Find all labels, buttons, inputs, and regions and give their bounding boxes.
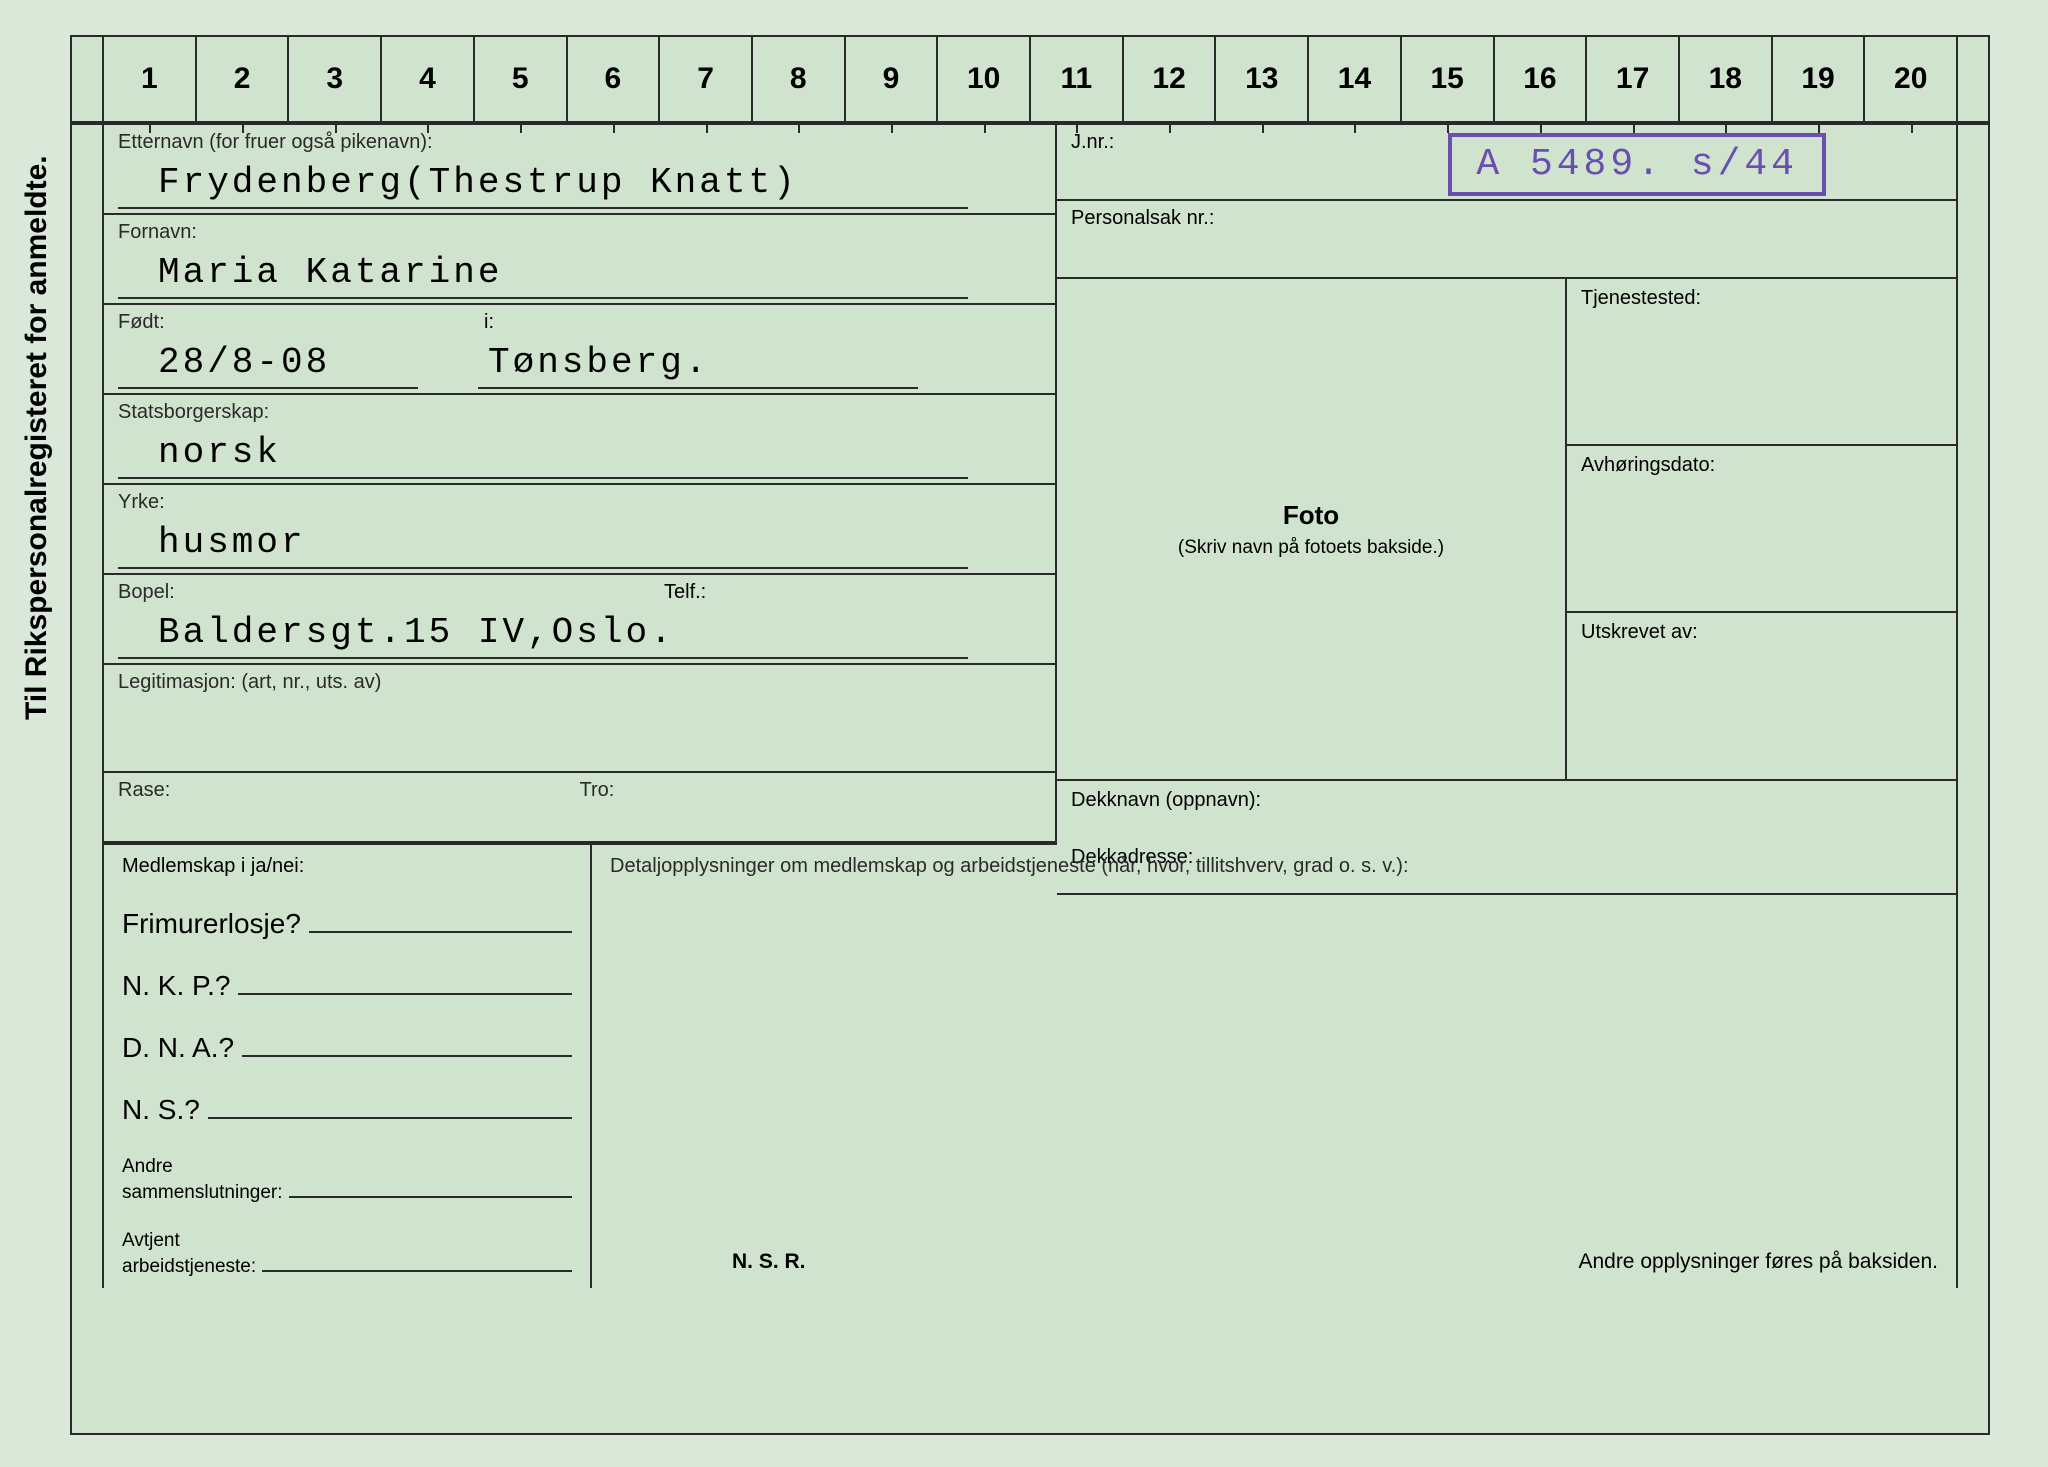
footer-note: Andre opplysninger føres på baksiden. [1578, 1250, 1938, 1274]
field-avhoringsdato: Avhøringsdato: [1567, 446, 1956, 613]
label-statsborgerskap: Statsborgerskap: [118, 401, 1041, 424]
ruler-19: 19 [1773, 37, 1866, 121]
foto-subtitle: (Skriv navn på fotoets bakside.) [1178, 537, 1444, 559]
ruler-11: 11 [1031, 37, 1124, 121]
label-frimurer: Frimurerlosje? [122, 908, 301, 940]
ruler-16: 16 [1495, 37, 1588, 121]
foto-box: Foto (Skriv navn på fotoets bakside.) [1057, 279, 1567, 781]
field-etternavn: Etternavn (for fruer også pikenavn): Fry… [104, 125, 1055, 215]
value-fodt-i: Tønsberg. [478, 334, 918, 389]
details-column: Detaljopplysninger om medlemskap og arbe… [592, 845, 1958, 1288]
foto-title: Foto [1283, 500, 1339, 531]
registration-card: 1 2 3 4 5 6 7 8 9 10 11 12 13 14 15 16 1… [70, 35, 1990, 1435]
label-legitimasjon: Legitimasjon: (art, nr., uts. av) [118, 671, 1041, 694]
right-stack: Tjenestested: Avhøringsdato: Utskrevet a… [1567, 279, 1956, 781]
field-utskrevet: Utskrevet av: [1567, 613, 1956, 781]
ruler-13: 13 [1216, 37, 1309, 121]
field-yrke: Yrke: husmor [104, 485, 1055, 575]
ruler-14: 14 [1309, 37, 1402, 121]
ruler-10: 10 [938, 37, 1031, 121]
ruler-18: 18 [1680, 37, 1773, 121]
ruler-5: 5 [475, 37, 568, 121]
membership-column: Medlemskap i ja/nei: Frimurerlosje? N. K… [102, 845, 592, 1288]
value-bopel: Baldersgt.15 IV,Oslo. [118, 604, 968, 659]
label-tro: Tro: [580, 779, 615, 801]
ruler-3: 3 [289, 37, 382, 121]
label-bopel: Bopel: [118, 581, 1041, 604]
ruler-scale: 1 2 3 4 5 6 7 8 9 10 11 12 13 14 15 16 1… [72, 37, 1988, 125]
ruler-15: 15 [1402, 37, 1495, 121]
label-jnr: J.nr.: [1071, 131, 1114, 153]
ruler-4: 4 [382, 37, 475, 121]
label-medlemskap: Medlemskap i ja/nei: [122, 855, 572, 878]
field-rase-tro: Rase: Tro: [104, 773, 1055, 845]
row-nkp: N. K. P.? [122, 970, 572, 1002]
label-dna: D. N. A.? [122, 1032, 234, 1064]
right-column: J.nr.: A 5489. s/44 Personalsak nr.: Fot… [1057, 125, 1958, 845]
stamp-jnr: A 5489. s/44 [1448, 133, 1826, 196]
field-personalsak: Personalsak nr.: [1057, 201, 1956, 279]
ruler-1: 1 [102, 37, 197, 121]
field-dekknavn: Dekknavn (oppnavn): [1057, 781, 1956, 837]
label-fornavn: Fornavn: [118, 221, 1041, 244]
label-yrke: Yrke: [118, 491, 1041, 514]
side-title: Til Rikspersonalregisteret for anmeldte. [20, 155, 54, 720]
ruler-20: 20 [1865, 37, 1958, 121]
ruler-2: 2 [197, 37, 290, 121]
label-fodt: Født: [118, 311, 1041, 334]
label-i: i: [484, 311, 494, 334]
label-personalsak: Personalsak nr.: [1071, 207, 1214, 229]
field-legitimasjon: Legitimasjon: (art, nr., uts. av) [104, 665, 1055, 773]
row-frimurer: Frimurerlosje? [122, 908, 572, 940]
value-statsborgerskap: norsk [118, 424, 968, 479]
field-tjenestested: Tjenestested: [1567, 279, 1956, 446]
field-bopel: Bopel: Telf.: Baldersgt.15 IV,Oslo. [104, 575, 1055, 665]
label-sammenslutninger: sammenslutninger: [122, 1182, 283, 1204]
value-yrke: husmor [118, 514, 968, 569]
left-column: Etternavn (for fruer også pikenavn): Fry… [102, 125, 1057, 845]
label-arbeidstjeneste: arbeidstjeneste: [122, 1256, 256, 1278]
label-telf: Telf.: [664, 581, 706, 604]
ruler-9: 9 [846, 37, 939, 121]
value-fornavn: Maria Katarine [118, 244, 968, 299]
field-fornavn: Fornavn: Maria Katarine [104, 215, 1055, 305]
field-fodt: Født: i: 28/8-08 Tønsberg. [104, 305, 1055, 395]
main-grid: Etternavn (for fruer også pikenavn): Fry… [72, 125, 1988, 845]
label-avtjent: Avtjent [122, 1230, 572, 1252]
field-jnr: J.nr.: A 5489. s/44 [1057, 125, 1956, 201]
bottom-grid: Medlemskap i ja/nei: Frimurerlosje? N. K… [72, 845, 1988, 1288]
ruler-12: 12 [1124, 37, 1217, 121]
ruler-7: 7 [660, 37, 753, 121]
label-rase: Rase: [118, 779, 170, 801]
label-detalj: Detaljopplysninger om medlemskap og arbe… [610, 855, 1938, 878]
label-nkp: N. K. P.? [122, 970, 230, 1002]
value-fodt: 28/8-08 [118, 334, 418, 389]
ruler-8: 8 [753, 37, 846, 121]
nsr-mark: N. S. R. [732, 1250, 806, 1274]
label-ns: N. S.? [122, 1094, 200, 1126]
ruler-17: 17 [1587, 37, 1680, 121]
ruler-6: 6 [568, 37, 661, 121]
label-etternavn: Etternavn (for fruer også pikenavn): [118, 131, 1041, 154]
row-ns: N. S.? [122, 1094, 572, 1126]
row-dna: D. N. A.? [122, 1032, 572, 1064]
value-etternavn: Frydenberg(Thestrup Knatt) [118, 154, 968, 209]
field-statsborgerskap: Statsborgerskap: norsk [104, 395, 1055, 485]
label-andre: Andre [122, 1156, 572, 1178]
